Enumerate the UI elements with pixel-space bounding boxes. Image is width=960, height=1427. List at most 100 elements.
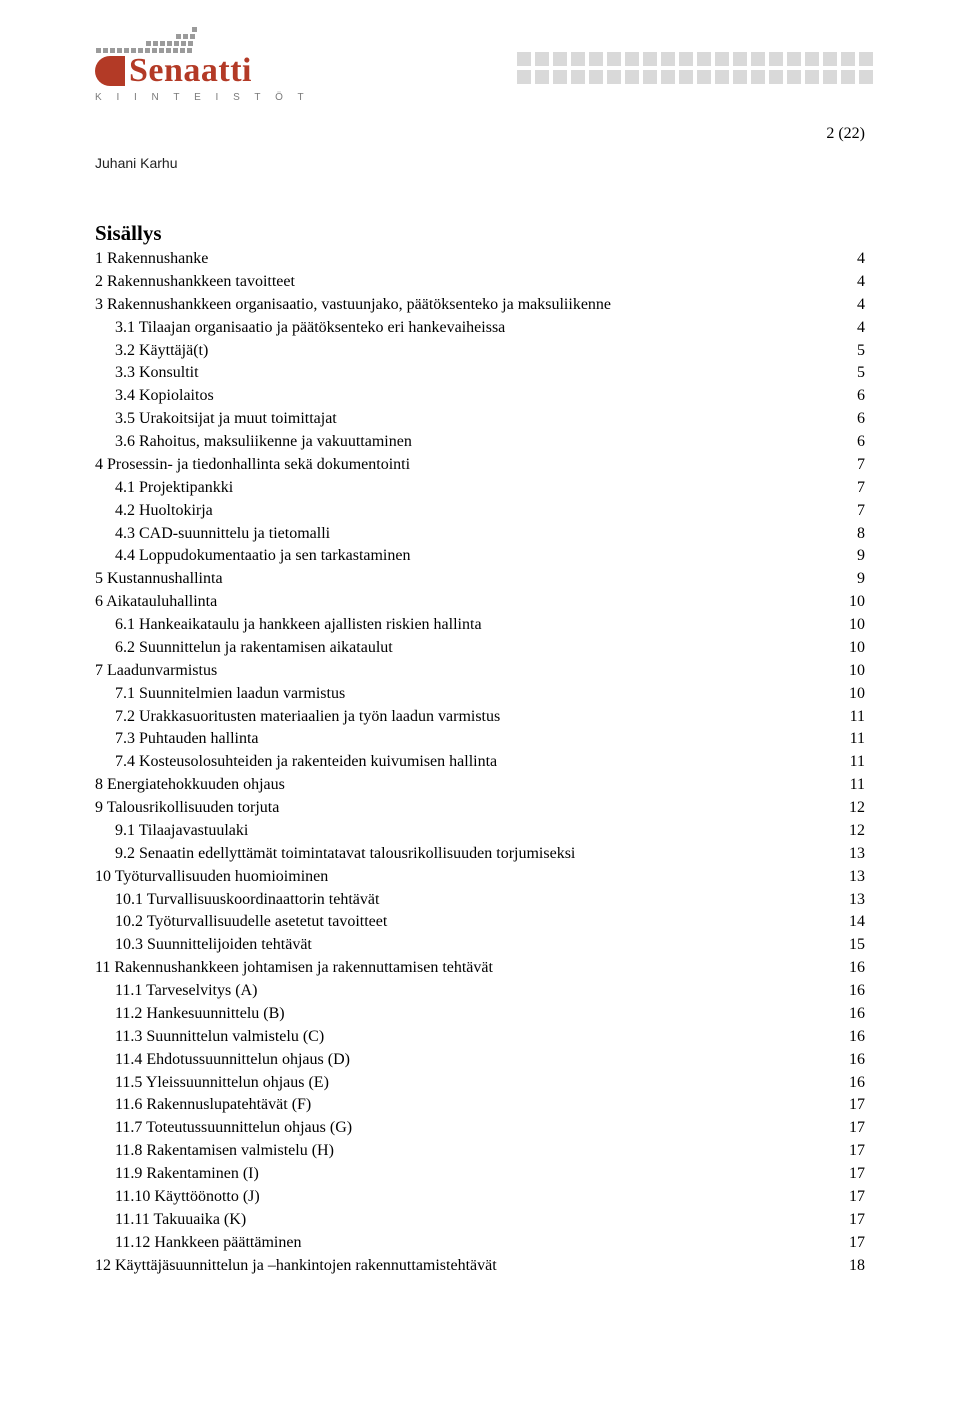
toc-entry-label: 9.1 Tilaajavastuulaki bbox=[115, 820, 248, 843]
toc-entry[interactable]: 9.1 Tilaajavastuulaki12 bbox=[95, 820, 865, 843]
toc-entry-page: 16 bbox=[849, 1003, 865, 1026]
toc-entry[interactable]: 12 Käyttäjäsuunnittelun ja –hankintojen … bbox=[95, 1255, 865, 1278]
toc-entry-page: 13 bbox=[849, 866, 865, 889]
toc-entry-label: 3.2 Käyttäjä(t) bbox=[115, 340, 208, 363]
toc-entry[interactable]: 6 Aikatauluhallinta10 bbox=[95, 591, 865, 614]
toc-entry-label: 4.3 CAD-suunnittelu ja tietomalli bbox=[115, 523, 330, 546]
toc-entry[interactable]: 2 Rakennushankkeen tavoitteet 4 bbox=[95, 271, 865, 294]
toc-entry-page: 10 bbox=[849, 637, 865, 660]
toc-entry[interactable]: 11.2 Hankesuunnittelu (B) 16 bbox=[95, 1003, 865, 1026]
toc-entry[interactable]: 11.7 Toteutussuunnittelun ohjaus (G) 17 bbox=[95, 1117, 865, 1140]
toc-entry[interactable]: 7.2 Urakkasuoritusten materiaalien ja ty… bbox=[95, 706, 865, 729]
toc-entry-label: 3.1 Tilaajan organisaatio ja päätöksente… bbox=[115, 317, 505, 340]
toc-entry[interactable]: 6.2 Suunnittelun ja rakentamisen aikatau… bbox=[95, 637, 865, 660]
toc-entry-page: 4 bbox=[857, 317, 865, 340]
toc-entry[interactable]: 7.4 Kosteusolosuhteiden ja rakenteiden k… bbox=[95, 751, 865, 774]
toc-entry-page: 11 bbox=[850, 706, 865, 729]
toc-entry-page: 9 bbox=[857, 545, 865, 568]
toc-entry[interactable]: 10.2 Työturvallisuudelle asetetut tavoit… bbox=[95, 911, 865, 934]
toc-entry-page: 13 bbox=[849, 889, 865, 912]
toc-entry-label: 2 Rakennushankkeen tavoitteet bbox=[95, 271, 295, 294]
toc-entry-page: 4 bbox=[857, 271, 865, 294]
toc-entry[interactable]: 11.10 Käyttöönotto (J)17 bbox=[95, 1186, 865, 1209]
toc-entry[interactable]: 10.3 Suunnittelijoiden tehtävät15 bbox=[95, 934, 865, 957]
toc-entry[interactable]: 11.6 Rakennuslupatehtävät (F) 17 bbox=[95, 1094, 865, 1117]
toc-entry-page: 11 bbox=[850, 728, 865, 751]
toc-list: 1 Rakennushanke42 Rakennushankkeen tavoi… bbox=[95, 248, 865, 1277]
toc-entry-page: 6 bbox=[857, 431, 865, 454]
toc-entry-label: 7.4 Kosteusolosuhteiden ja rakenteiden k… bbox=[115, 751, 497, 774]
toc-entry-label: 4 Prosessin- ja tiedonhallinta sekä doku… bbox=[95, 454, 410, 477]
toc-entry-label: 12 Käyttäjäsuunnittelun ja –hankintojen … bbox=[95, 1255, 497, 1278]
toc-entry[interactable]: 7.3 Puhtauden hallinta 11 bbox=[95, 728, 865, 751]
toc-entry-page: 17 bbox=[849, 1117, 865, 1140]
toc-entry[interactable]: 6.1 Hankeaikataulu ja hankkeen ajalliste… bbox=[95, 614, 865, 637]
toc-entry[interactable]: 11.1 Tarveselvitys (A)16 bbox=[95, 980, 865, 1003]
toc-entry[interactable]: 3.3 Konsultit 5 bbox=[95, 362, 865, 385]
header-dots-icon bbox=[515, 50, 875, 86]
toc-entry[interactable]: 9 Talousrikollisuuden torjuta 12 bbox=[95, 797, 865, 820]
toc-entry-label: 7.3 Puhtauden hallinta bbox=[115, 728, 259, 751]
toc-entry-label: 6.1 Hankeaikataulu ja hankkeen ajalliste… bbox=[115, 614, 482, 637]
toc-entry[interactable]: 11.11 Takuuaika (K)17 bbox=[95, 1209, 865, 1232]
toc-entry[interactable]: 11.12 Hankkeen päättäminen17 bbox=[95, 1232, 865, 1255]
toc-entry-label: 11.6 Rakennuslupatehtävät (F) bbox=[115, 1094, 311, 1117]
toc-entry-page: 16 bbox=[849, 957, 865, 980]
toc-entry-page: 12 bbox=[849, 797, 865, 820]
toc-entry[interactable]: 1 Rakennushanke4 bbox=[95, 248, 865, 271]
toc-entry-label: 10.1 Turvallisuuskoordinaattorin tehtävä… bbox=[115, 889, 379, 912]
logo-shape-icon bbox=[95, 56, 125, 86]
toc-entry-page: 17 bbox=[849, 1094, 865, 1117]
toc-entry[interactable]: 3.5 Urakoitsijat ja muut toimittajat6 bbox=[95, 408, 865, 431]
toc-entry[interactable]: 5 Kustannushallinta 9 bbox=[95, 568, 865, 591]
toc-entry[interactable]: 3.2 Käyttäjä(t)5 bbox=[95, 340, 865, 363]
toc-entry[interactable]: 10.1 Turvallisuuskoordinaattorin tehtävä… bbox=[95, 889, 865, 912]
toc-entry-page: 7 bbox=[857, 500, 865, 523]
toc-entry-page: 17 bbox=[849, 1186, 865, 1209]
toc-entry[interactable]: 4 Prosessin- ja tiedonhallinta sekä doku… bbox=[95, 454, 865, 477]
toc-entry[interactable]: 4.1 Projektipankki7 bbox=[95, 477, 865, 500]
toc-entry-label: 11.2 Hankesuunnittelu (B) bbox=[115, 1003, 285, 1026]
toc-entry-page: 10 bbox=[849, 683, 865, 706]
toc-entry[interactable]: 7.1 Suunnitelmien laadun varmistus10 bbox=[95, 683, 865, 706]
toc-entry[interactable]: 4.4 Loppudokumentaatio ja sen tarkastami… bbox=[95, 545, 865, 568]
toc-entry-label: 11.7 Toteutussuunnittelun ohjaus (G) bbox=[115, 1117, 352, 1140]
toc-entry[interactable]: 11.9 Rakentaminen (I) 17 bbox=[95, 1163, 865, 1186]
toc-entry[interactable]: 4.2 Huoltokirja7 bbox=[95, 500, 865, 523]
toc-entry[interactable]: 9.2 Senaatin edellyttämät toimintatavat … bbox=[95, 843, 865, 866]
toc-entry[interactable]: 3 Rakennushankkeen organisaatio, vastuun… bbox=[95, 294, 865, 317]
toc-entry-page: 17 bbox=[849, 1163, 865, 1186]
toc-entry[interactable]: 8 Energiatehokkuuden ohjaus11 bbox=[95, 774, 865, 797]
toc-entry[interactable]: 3.6 Rahoitus, maksuliikenne ja vakuuttam… bbox=[95, 431, 865, 454]
toc-entry[interactable]: 11 Rakennushankkeen johtamisen ja rakenn… bbox=[95, 957, 865, 980]
toc-entry-page: 6 bbox=[857, 385, 865, 408]
toc-entry-label: 11 Rakennushankkeen johtamisen ja rakenn… bbox=[95, 957, 493, 980]
toc-entry-label: 5 Kustannushallinta bbox=[95, 568, 223, 591]
toc-entry-page: 5 bbox=[857, 362, 865, 385]
toc-entry-page: 17 bbox=[849, 1140, 865, 1163]
toc-entry[interactable]: 7 Laadunvarmistus10 bbox=[95, 660, 865, 683]
toc-entry-label: 11.12 Hankkeen päättäminen bbox=[115, 1232, 301, 1255]
toc-entry[interactable]: 11.8 Rakentamisen valmistelu (H)17 bbox=[95, 1140, 865, 1163]
toc-entry-label: 11.4 Ehdotussuunnittelun ohjaus (D) bbox=[115, 1049, 350, 1072]
toc-entry[interactable]: 11.4 Ehdotussuunnittelun ohjaus (D)16 bbox=[95, 1049, 865, 1072]
toc-entry-label: 6 Aikatauluhallinta bbox=[95, 591, 217, 614]
toc-entry-label: 1 Rakennushanke bbox=[95, 248, 208, 271]
toc-entry[interactable]: 4.3 CAD-suunnittelu ja tietomalli 8 bbox=[95, 523, 865, 546]
toc-entry-label: 9 Talousrikollisuuden torjuta bbox=[95, 797, 279, 820]
toc-entry-label: 11.1 Tarveselvitys (A) bbox=[115, 980, 257, 1003]
toc-entry-label: 3 Rakennushankkeen organisaatio, vastuun… bbox=[95, 294, 611, 317]
toc-entry-page: 8 bbox=[857, 523, 865, 546]
toc-entry-label: 3.3 Konsultit bbox=[115, 362, 199, 385]
toc-entry[interactable]: 11.3 Suunnittelun valmistelu (C)16 bbox=[95, 1026, 865, 1049]
toc-entry[interactable]: 3.4 Kopiolaitos6 bbox=[95, 385, 865, 408]
toc-entry[interactable]: 10 Työturvallisuuden huomioiminen13 bbox=[95, 866, 865, 889]
toc-entry-page: 15 bbox=[849, 934, 865, 957]
toc-entry-label: 11.9 Rakentaminen (I) bbox=[115, 1163, 259, 1186]
toc-entry[interactable]: 3.1 Tilaajan organisaatio ja päätöksente… bbox=[95, 317, 865, 340]
toc-entry-page: 9 bbox=[857, 568, 865, 591]
toc-entry-label: 9.2 Senaatin edellyttämät toimintatavat … bbox=[115, 843, 575, 866]
page: Senaatti K I I N T E I S T Ö T 2 (22) Ju… bbox=[0, 0, 960, 1427]
toc-entry[interactable]: 11.5 Yleissuunnittelun ohjaus (E)16 bbox=[95, 1072, 865, 1095]
toc-entry-label: 8 Energiatehokkuuden ohjaus bbox=[95, 774, 285, 797]
